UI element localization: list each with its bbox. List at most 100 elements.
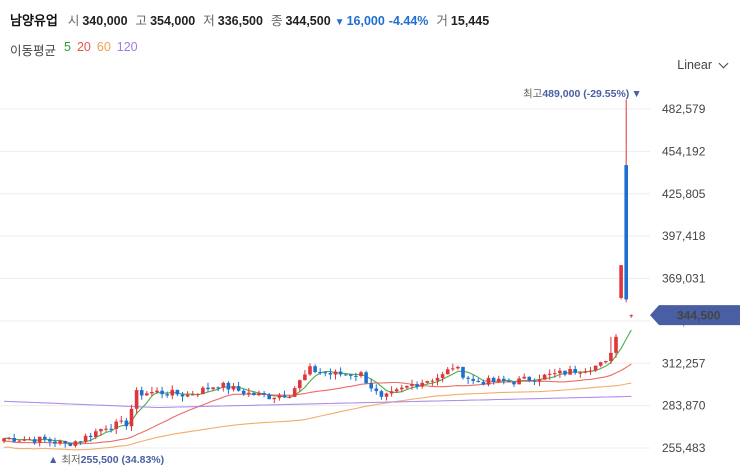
candle-body [619,265,623,298]
candle-body [568,369,572,375]
ma-120-label[interactable]: 120 [116,40,138,54]
min-marker-value: 255,500 (34.83%) [81,454,164,466]
candle-body [496,378,501,382]
candle-body [190,394,195,396]
candle-body [333,371,338,375]
candle-body [394,389,399,392]
y-tick-label: 454,192 [662,144,706,158]
candle-body [389,391,394,394]
candle-body [73,441,78,446]
candle-body [491,377,496,382]
candle-body [583,371,588,373]
candle-body [32,439,37,443]
candle-body [272,397,277,400]
candle-body [180,394,185,397]
current-price-tag [650,305,740,326]
candle-body [593,365,598,371]
candle-body [445,369,450,375]
candle-body [185,394,190,397]
candle-body [139,390,144,396]
y-tick-label: 425,805 [662,187,706,201]
y-tick-label: 255,483 [662,441,706,455]
candle-body [78,441,83,443]
candle-body [364,372,368,384]
candle-body [226,382,231,390]
candle-body [522,376,526,379]
scale-selector[interactable]: Linear [677,58,729,72]
candle-body [104,428,108,430]
candle-body [292,388,297,397]
volume-value: 15,445 [450,14,490,28]
candle-body [68,443,73,446]
candle-body [349,374,353,376]
candle-body [277,395,282,398]
candle-body [598,362,603,366]
candle-body [558,370,562,374]
candle-body [241,390,246,394]
ma-20-line [3,363,632,445]
close-value: 344,500 [285,14,331,28]
candle-body [58,441,62,444]
candle-body [425,381,430,383]
candle-body [374,388,379,392]
y-tick-label: 397,418 [662,229,706,243]
max-marker-prefix: 최고 [523,88,543,100]
candle-body [410,384,414,386]
open-label: 시 [67,14,80,28]
ma-5-label[interactable]: 5 [64,40,71,54]
candle-body [257,393,261,395]
low-value: 336,500 [217,14,263,28]
candle-body [553,373,557,375]
candle-body [507,380,511,382]
ma-60-line [3,382,632,451]
candle-body [252,392,256,395]
candle-body [563,370,567,375]
candle-body [308,366,312,375]
candle-body [267,394,271,400]
candle-body [527,376,532,381]
candle-body [338,371,343,375]
candle-body [287,396,292,398]
quote-header: 남양유업 시 340,000 고 354,000 저 336,500 종 344… [10,10,497,28]
candle-body [12,438,16,442]
y-tick-label: 482,579 [662,102,706,116]
candle-body [405,385,409,388]
candle-body [547,373,552,375]
candle-body [578,372,583,374]
candle-body [282,395,287,398]
candle-body [420,382,424,387]
candle-body [354,375,358,377]
candle-body [170,389,175,396]
max-marker-value: 489,000 (-29.55%) [542,88,629,100]
candle-body [236,386,241,391]
ma-5-line [3,329,632,444]
moving-average-legend: 이동평균 5 20 60 120 [10,40,138,59]
candle-body [359,372,363,377]
candle-body [150,391,154,394]
candle-body [614,336,618,353]
candle-body [481,381,486,385]
volume-label: 거 [436,14,448,28]
candle-body [206,387,210,390]
candle-body [430,380,435,382]
candle-body [629,315,634,317]
chevron-down-icon [718,58,729,68]
candle-body [17,440,22,442]
candle-body [109,428,113,430]
ma-60-label[interactable]: 60 [96,40,111,54]
grid-lines [0,108,650,449]
ma-20-label[interactable]: 20 [76,40,91,54]
candle-body [369,383,373,389]
min-marker-prefix: 최저 [61,454,80,466]
close-label: 종 [270,14,283,28]
candle-body [43,436,47,440]
max-marker-label: 최고489,000 (-29.55%) ▼ [523,88,642,100]
min-marker-arrow: ▲ [48,454,61,466]
candle-body [379,391,384,397]
candle-body [22,439,27,441]
candle-body [323,372,328,374]
candle-body [221,382,226,388]
price-markers: 344,500 최고489,000 (-29.55%) ▼ ▲ 최저255,500 (… [48,88,740,466]
change-value: 16,000 [346,14,385,28]
